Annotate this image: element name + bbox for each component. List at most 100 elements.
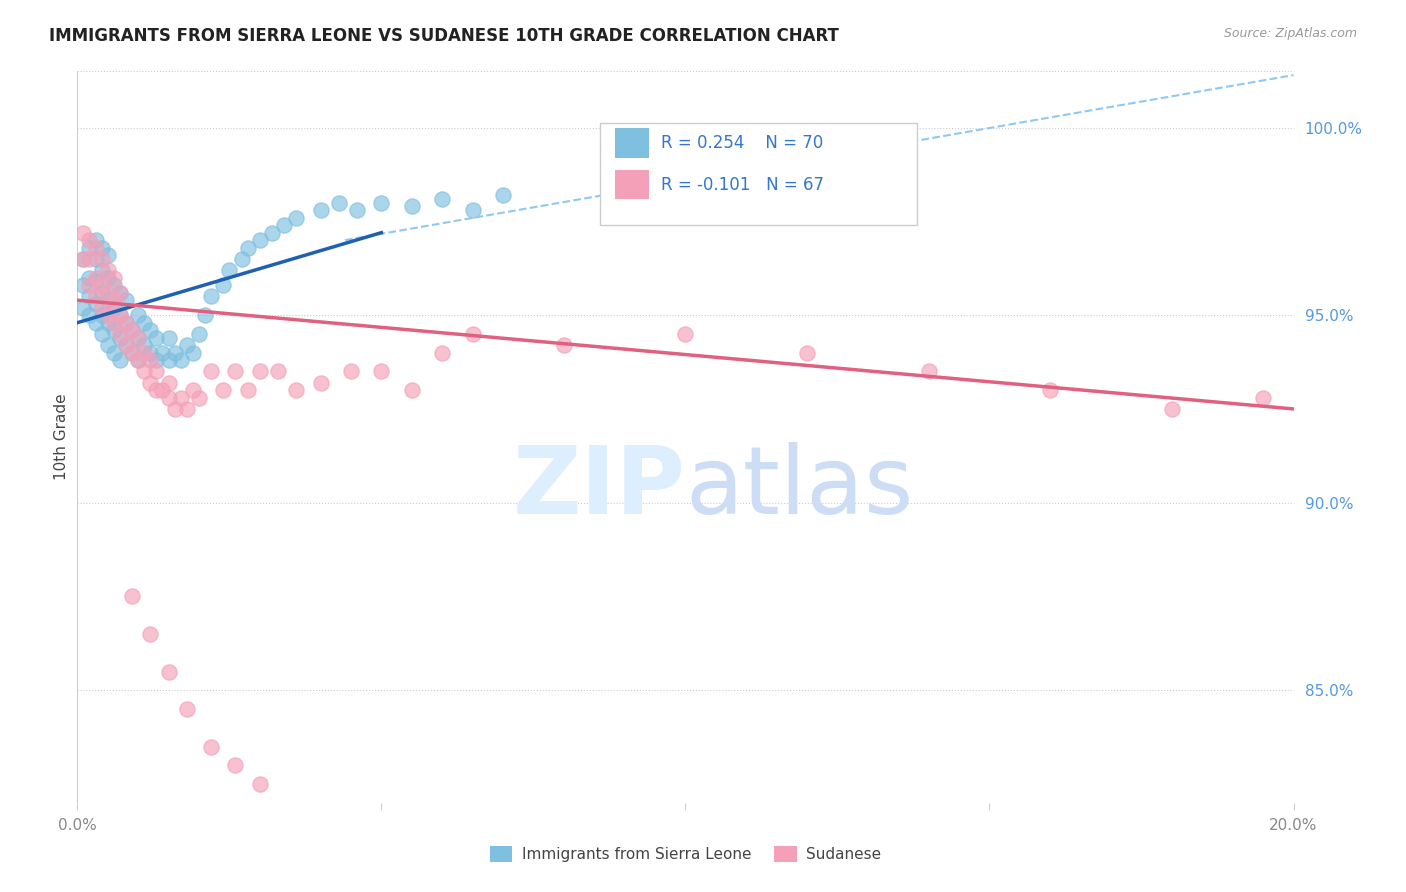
Point: [84, 297, 107, 311]
Point: [157, 391, 180, 405]
Point: [84, 270, 107, 285]
Text: IMMIGRANTS FROM SIERRA LEONE VS SUDANESE 10TH GRADE CORRELATION CHART: IMMIGRANTS FROM SIERRA LEONE VS SUDANESE…: [49, 27, 839, 45]
Point: [176, 401, 198, 416]
Point: [72, 278, 94, 293]
Point: [200, 289, 222, 303]
Point: [200, 364, 222, 378]
Point: [430, 345, 453, 359]
Point: [103, 323, 125, 337]
Point: [1251, 391, 1274, 405]
Point: [139, 323, 162, 337]
Point: [97, 316, 120, 330]
Point: [285, 211, 308, 225]
Point: [309, 376, 332, 390]
Point: [181, 345, 204, 359]
Point: [84, 241, 107, 255]
Point: [90, 326, 112, 341]
Point: [72, 301, 94, 315]
Point: [115, 316, 138, 330]
Point: [139, 345, 162, 359]
Point: [115, 338, 138, 352]
Point: [134, 338, 156, 352]
Point: [188, 391, 211, 405]
Point: [72, 252, 94, 266]
Point: [370, 195, 392, 210]
Point: [84, 233, 107, 247]
Point: [176, 338, 198, 352]
Point: [121, 323, 143, 337]
Point: [127, 353, 149, 368]
Point: [134, 364, 156, 378]
Point: [84, 289, 107, 303]
Point: [157, 353, 180, 368]
Point: [273, 218, 295, 232]
Point: [108, 353, 131, 368]
Point: [108, 308, 131, 322]
Point: [145, 331, 167, 345]
Point: [152, 383, 174, 397]
Point: [145, 383, 167, 397]
Point: [90, 301, 112, 315]
Text: R = -0.101   N = 67: R = -0.101 N = 67: [661, 176, 824, 194]
Point: [79, 289, 101, 303]
Point: [84, 252, 107, 266]
Point: [79, 270, 101, 285]
Point: [103, 345, 125, 359]
Point: [97, 285, 120, 300]
Point: [285, 383, 308, 397]
Point: [401, 199, 423, 213]
Point: [134, 316, 156, 330]
Text: ZIP: ZIP: [513, 442, 686, 534]
Point: [97, 270, 120, 285]
Point: [918, 364, 941, 378]
Point: [115, 316, 138, 330]
Point: [218, 263, 240, 277]
Point: [145, 364, 167, 378]
Point: [370, 364, 392, 378]
Text: atlas: atlas: [686, 442, 914, 534]
FancyBboxPatch shape: [614, 170, 650, 199]
Point: [236, 383, 259, 397]
Point: [249, 233, 271, 247]
Point: [194, 308, 217, 322]
Point: [430, 192, 453, 206]
Point: [90, 263, 112, 277]
Point: [108, 285, 131, 300]
Point: [236, 241, 259, 255]
Point: [115, 293, 138, 308]
Point: [139, 376, 162, 390]
Legend: Immigrants from Sierra Leone, Sudanese: Immigrants from Sierra Leone, Sudanese: [484, 840, 887, 868]
Point: [90, 252, 112, 266]
FancyBboxPatch shape: [600, 122, 917, 225]
Point: [127, 331, 149, 345]
Point: [231, 252, 253, 266]
Point: [170, 353, 193, 368]
Point: [553, 338, 575, 352]
Point: [103, 278, 125, 293]
Point: [249, 364, 271, 378]
Point: [176, 702, 198, 716]
Point: [328, 195, 350, 210]
Point: [79, 241, 101, 255]
Point: [103, 270, 125, 285]
Point: [103, 316, 125, 330]
Point: [188, 326, 211, 341]
Point: [492, 188, 515, 202]
Point: [224, 364, 246, 378]
Point: [103, 293, 125, 308]
Point: [79, 233, 101, 247]
Point: [121, 345, 143, 359]
Point: [79, 252, 101, 266]
Point: [90, 278, 112, 293]
Point: [127, 353, 149, 368]
Point: [127, 308, 149, 322]
Point: [267, 364, 290, 378]
Point: [127, 331, 149, 345]
Point: [346, 203, 368, 218]
Point: [90, 241, 112, 255]
Point: [108, 326, 131, 341]
Point: [461, 326, 484, 341]
Text: Source: ZipAtlas.com: Source: ZipAtlas.com: [1223, 27, 1357, 40]
Point: [84, 316, 107, 330]
Point: [139, 353, 162, 368]
